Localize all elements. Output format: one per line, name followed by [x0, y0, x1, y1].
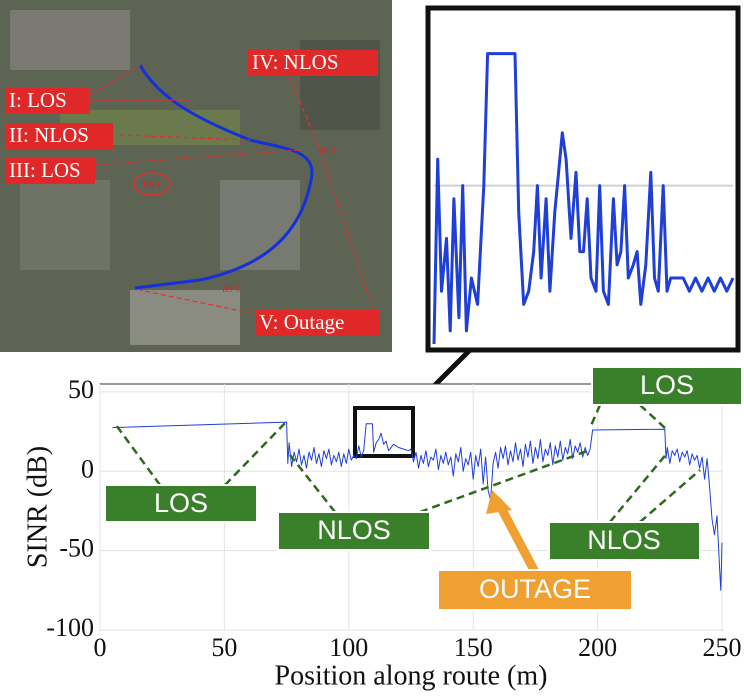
x-tick-label: 0 — [94, 633, 107, 662]
map-block — [130, 290, 240, 345]
x-tick-label: 150 — [454, 633, 493, 662]
base-station-label: BS 1 — [143, 180, 161, 190]
map-block — [20, 180, 110, 270]
x-tick-label: 200 — [578, 633, 617, 662]
inset-frame — [428, 8, 738, 350]
map-label: IV: NLOS — [252, 50, 339, 74]
annotation: NLOS — [317, 515, 391, 545]
y-axis-label: SINR (dB) — [22, 446, 53, 568]
x-axis-label: Position along route (m) — [275, 660, 548, 691]
annotation: LOS — [640, 370, 694, 400]
aerial-map: I: LOS II: NLOS III: LOS IV: NLOS V: Outage B… — [0, 0, 392, 352]
figure: I: LOS II: NLOS III: LOS IV: NLOS V: Outage B… — [0, 0, 744, 698]
map-label: I: LOS — [9, 88, 67, 112]
map-block — [10, 10, 130, 70]
annotation: NLOS — [587, 525, 661, 555]
y-tick-label: -100 — [46, 613, 94, 642]
annotation: LOS — [154, 488, 208, 518]
x-tick-label: 250 — [703, 633, 742, 662]
map-label: II: NLOS — [9, 123, 89, 147]
map-label: V: Outage — [259, 310, 344, 334]
y-tick-label: 0 — [81, 454, 94, 483]
map-label: III: LOS — [9, 158, 81, 182]
annotation: OUTAGE — [479, 574, 591, 604]
base-station-label: BS 2 — [318, 146, 336, 156]
y-tick-label: 50 — [68, 375, 94, 404]
x-tick-label: 50 — [211, 633, 237, 662]
base-station-label: BS 3 — [222, 284, 240, 294]
x-tick-label: 100 — [329, 633, 368, 662]
y-tick-label: -50 — [59, 534, 94, 563]
